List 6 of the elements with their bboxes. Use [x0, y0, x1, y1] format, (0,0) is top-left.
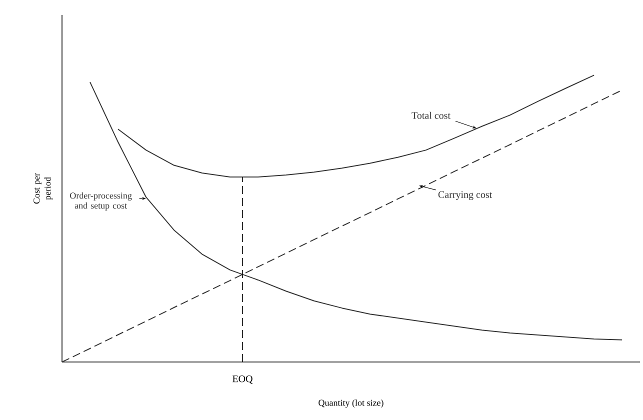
text: EOQ — [232, 376, 253, 384]
legend-label: Order-processing and setup cost — [70, 192, 132, 210]
y-axis-title: Cost per period — [34, 173, 52, 204]
series-label: Total cost — [412, 112, 450, 119]
series-label: Carrying cost — [438, 191, 492, 200]
x-axis-title: Quantity (lot size) — [318, 400, 384, 408]
